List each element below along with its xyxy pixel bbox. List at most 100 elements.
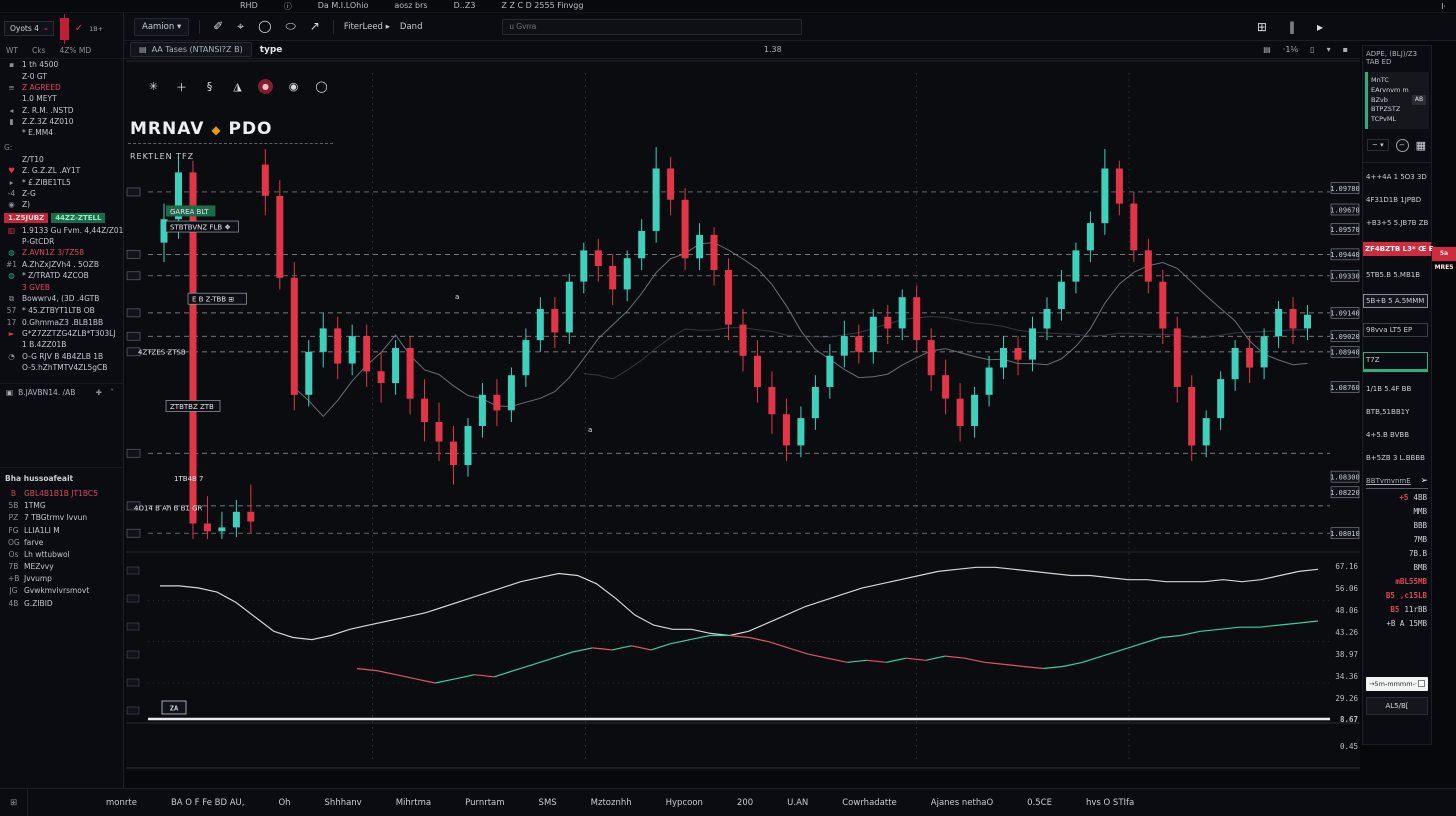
order-submit-button[interactable]: AL5/B[ bbox=[1366, 697, 1428, 715]
quote-row[interactable]: BTB,51BB1Y bbox=[1366, 408, 1428, 416]
chart-tab-secondary[interactable]: type bbox=[260, 45, 283, 55]
chart-tab[interactable]: ▤ AA Tases (NTANSI?Z B) bbox=[130, 42, 252, 57]
quote-row[interactable]: ZF4BZTB L3* Œ B bbox=[1363, 242, 1431, 256]
navigator-item[interactable]: FG LLIA1LI M bbox=[0, 524, 123, 536]
toolbar-right-icon[interactable]: ‖ bbox=[1286, 20, 1298, 34]
dom-ladder-row[interactable]: MMB bbox=[1363, 505, 1431, 519]
navigator-item[interactable]: B GBL4B1B1B JT1BC5 bbox=[0, 487, 123, 499]
menu-item[interactable]: aosz brs bbox=[394, 1, 427, 12]
candlestick-chart[interactable]: 1.097801.096701.095701.094401.093301.091… bbox=[126, 59, 1360, 771]
buy-badge[interactable]: 44ZZ-ZTELL bbox=[51, 213, 105, 223]
symbol-row[interactable]: 17 0.GhmmaZ3 .BLB1BB bbox=[0, 317, 123, 328]
symbol-row[interactable]: 1 B.4ZZ01B bbox=[0, 339, 123, 350]
symbol-row[interactable]: 1.0 MEYT bbox=[0, 93, 123, 104]
status-tab[interactable]: Cowrhadatte bbox=[842, 798, 931, 808]
symbol-row[interactable]: ► G*Z7ZZTZG4ZLB*T303LJ bbox=[0, 328, 123, 339]
symbol-row[interactable]: 57 * 45.ZTBYT1LTB OB bbox=[0, 305, 123, 316]
position-card[interactable]: MnTC EArvnvm m BZvb BTPZSTZ TCPvML AB bbox=[1365, 72, 1429, 129]
navigator-item[interactable]: Os Lh wttubwol bbox=[0, 548, 123, 560]
menu-right-label[interactable]: I· bbox=[1441, 2, 1446, 11]
search-input[interactable] bbox=[502, 19, 802, 35]
tabrow-right-icon[interactable]: ▪ bbox=[1343, 45, 1348, 54]
status-tab[interactable]: Purnrtam bbox=[465, 798, 538, 808]
symbol-row[interactable]: ▸ * £.ZIBE1TL5 bbox=[0, 176, 123, 187]
position-card-icon[interactable]: AB bbox=[1412, 95, 1426, 105]
toolbar-tool-icon[interactable]: ⌖ bbox=[234, 19, 247, 34]
chart-object-icon[interactable]: ＋ bbox=[174, 79, 189, 94]
status-corner-icon[interactable]: ⊞ bbox=[0, 789, 28, 816]
status-tab[interactable]: monrte bbox=[106, 798, 171, 808]
quote-row[interactable]: B+5ZB 3 L.BBBB bbox=[1366, 454, 1428, 462]
chart-chip[interactable]: Oyots 4– bbox=[4, 21, 54, 36]
status-tab[interactable]: Oh bbox=[278, 798, 324, 808]
dom-ladder-row[interactable]: +B A 15MB bbox=[1363, 617, 1431, 631]
dom-ladder-row[interactable]: BMB bbox=[1363, 561, 1431, 575]
symbol-row[interactable]: -4 Z-G bbox=[0, 188, 123, 199]
navigator-item[interactable]: 5B 1TMG bbox=[0, 500, 123, 512]
symbol-row[interactable]: ◂ Z. R.M. .NSTD bbox=[0, 105, 123, 116]
quote-row[interactable]: T7Z bbox=[1363, 352, 1428, 370]
dom-ladder-row[interactable]: BBB bbox=[1363, 519, 1431, 533]
symbol-row[interactable]: ⧉ Bowwrv4, (3D .4GTB bbox=[0, 293, 123, 305]
status-tab[interactable]: Mztoznhh bbox=[591, 798, 666, 808]
dom-ladder-row[interactable]: B5 11rBB bbox=[1363, 603, 1431, 617]
quote-row[interactable]: 98vva LT5 EP bbox=[1363, 323, 1428, 337]
dom-ladder-row[interactable]: 7MB bbox=[1363, 533, 1431, 547]
sell-badge[interactable]: 1.Z5JUBZ bbox=[4, 213, 48, 223]
symbol-row[interactable]: #1 A.ZhZxJZVh4 . 5OZB bbox=[0, 259, 123, 270]
status-tab[interactable]: hvs O STIfa bbox=[1086, 798, 1168, 808]
quote-row[interactable]: 1/1B 5.4F BB bbox=[1366, 385, 1428, 393]
tabrow-right-icon[interactable]: ▤ bbox=[1263, 45, 1271, 54]
chart-object-icon[interactable]: ✳ bbox=[146, 79, 161, 94]
menu-item[interactable]: RHD bbox=[240, 1, 258, 12]
volume-dropdown[interactable]: ~ ▾ bbox=[1367, 139, 1389, 151]
tabrow-right-icon[interactable]: ▯ bbox=[1310, 45, 1314, 54]
chart-area[interactable]: 1.097801.096701.095701.094401.093301.091… bbox=[126, 59, 1360, 771]
order-comment-input[interactable]: →5m-mmmm-· bbox=[1366, 677, 1428, 691]
grid-icon[interactable]: ▦ bbox=[1416, 139, 1426, 152]
symbol-row[interactable]: ▥ 1.9133 Gu Fvm. 4,44Z/Z013 bbox=[0, 225, 123, 236]
symbol-row[interactable]: ◍ * Z/TRATD 4ZCOB bbox=[0, 270, 123, 281]
navigator-item[interactable]: +B Jvvump bbox=[0, 573, 123, 585]
dom-ladder-row[interactable]: mBL55MB bbox=[1363, 575, 1431, 589]
toolbar-tool-icon[interactable]: ✐ bbox=[210, 19, 226, 34]
toolbar-tool-icon[interactable]: ⬭ bbox=[283, 19, 299, 34]
band-button[interactable]: Dand bbox=[400, 22, 423, 32]
symbol-row[interactable]: Z/T10 bbox=[0, 154, 123, 165]
quote-row[interactable]: 4++4A 1 5O3 3D bbox=[1366, 173, 1428, 181]
toolbar-tool-icon[interactable]: ↗ bbox=[307, 19, 323, 34]
quote-row[interactable]: 5TB5.B 5.MB1B bbox=[1366, 271, 1428, 279]
menu-item[interactable]: Z Z C D 2555 Finvgg bbox=[501, 1, 583, 12]
quote-row[interactable]: 4F31D1B 1JPBD bbox=[1366, 196, 1428, 204]
dom-ladder-row[interactable]: +5 4BB bbox=[1363, 491, 1431, 505]
menu-item[interactable]: ⓘ bbox=[284, 1, 292, 12]
status-tab[interactable]: Shhhanv bbox=[325, 798, 396, 808]
status-tab[interactable]: BA O F Fe BD AU, bbox=[171, 798, 279, 808]
chart-object-icon[interactable]: ◉ bbox=[286, 79, 301, 94]
status-tab[interactable]: Mihrtma bbox=[396, 798, 465, 808]
navigator-item[interactable]: OG farve bbox=[0, 536, 123, 548]
status-tab[interactable]: SMS bbox=[539, 798, 591, 808]
symbol-row[interactable]: ▮ Z.Z.3Z 4Z010 bbox=[0, 116, 123, 127]
new-order-button[interactable]: Aamion ▾ bbox=[134, 18, 189, 36]
symbol-row[interactable]: * E.MM4 bbox=[0, 127, 123, 138]
status-tab[interactable]: Ajanes nethaO bbox=[931, 798, 1027, 808]
symbol-row[interactable]: ◔ O-G RJV B 4B4ZLB 1B bbox=[0, 351, 123, 362]
symbol-row[interactable]: P-GtCDR bbox=[0, 236, 123, 247]
symbol-row[interactable]: ♥ Z. G.Z.ZL .AY1T bbox=[0, 165, 123, 176]
symbol-row[interactable]: ◍ Z.AVN1Z 3/7Z58 bbox=[0, 247, 123, 258]
toolbar-tool-icon[interactable]: ◯ bbox=[255, 19, 274, 34]
toolbar-right-icon[interactable]: ⊞ bbox=[1254, 20, 1270, 34]
status-tab[interactable]: 200 bbox=[737, 798, 787, 808]
navigator-item[interactable]: JG Gvwkmvivrsmovt bbox=[0, 585, 123, 597]
status-tab[interactable]: 0.5CE bbox=[1027, 798, 1086, 808]
symbol-row[interactable]: 3 GVEB bbox=[0, 281, 123, 292]
navigator-item[interactable]: PZ 7 TBGtrmv Ivvun bbox=[0, 512, 123, 524]
status-tab[interactable]: Hypcoon bbox=[666, 798, 737, 808]
menu-item[interactable]: D..Z3 bbox=[454, 1, 476, 12]
symbol-row[interactable]: Z-0 GT bbox=[0, 70, 123, 81]
filter-dropdown[interactable]: FiterLeed ▸ bbox=[344, 22, 390, 32]
minus-stepper-button[interactable]: − bbox=[1396, 139, 1409, 152]
chart-object-icon[interactable]: ◮ bbox=[230, 79, 245, 94]
market-watch-footer[interactable]: ▣ B.JAVBN14. /AB ✚ ˅ bbox=[0, 383, 123, 401]
